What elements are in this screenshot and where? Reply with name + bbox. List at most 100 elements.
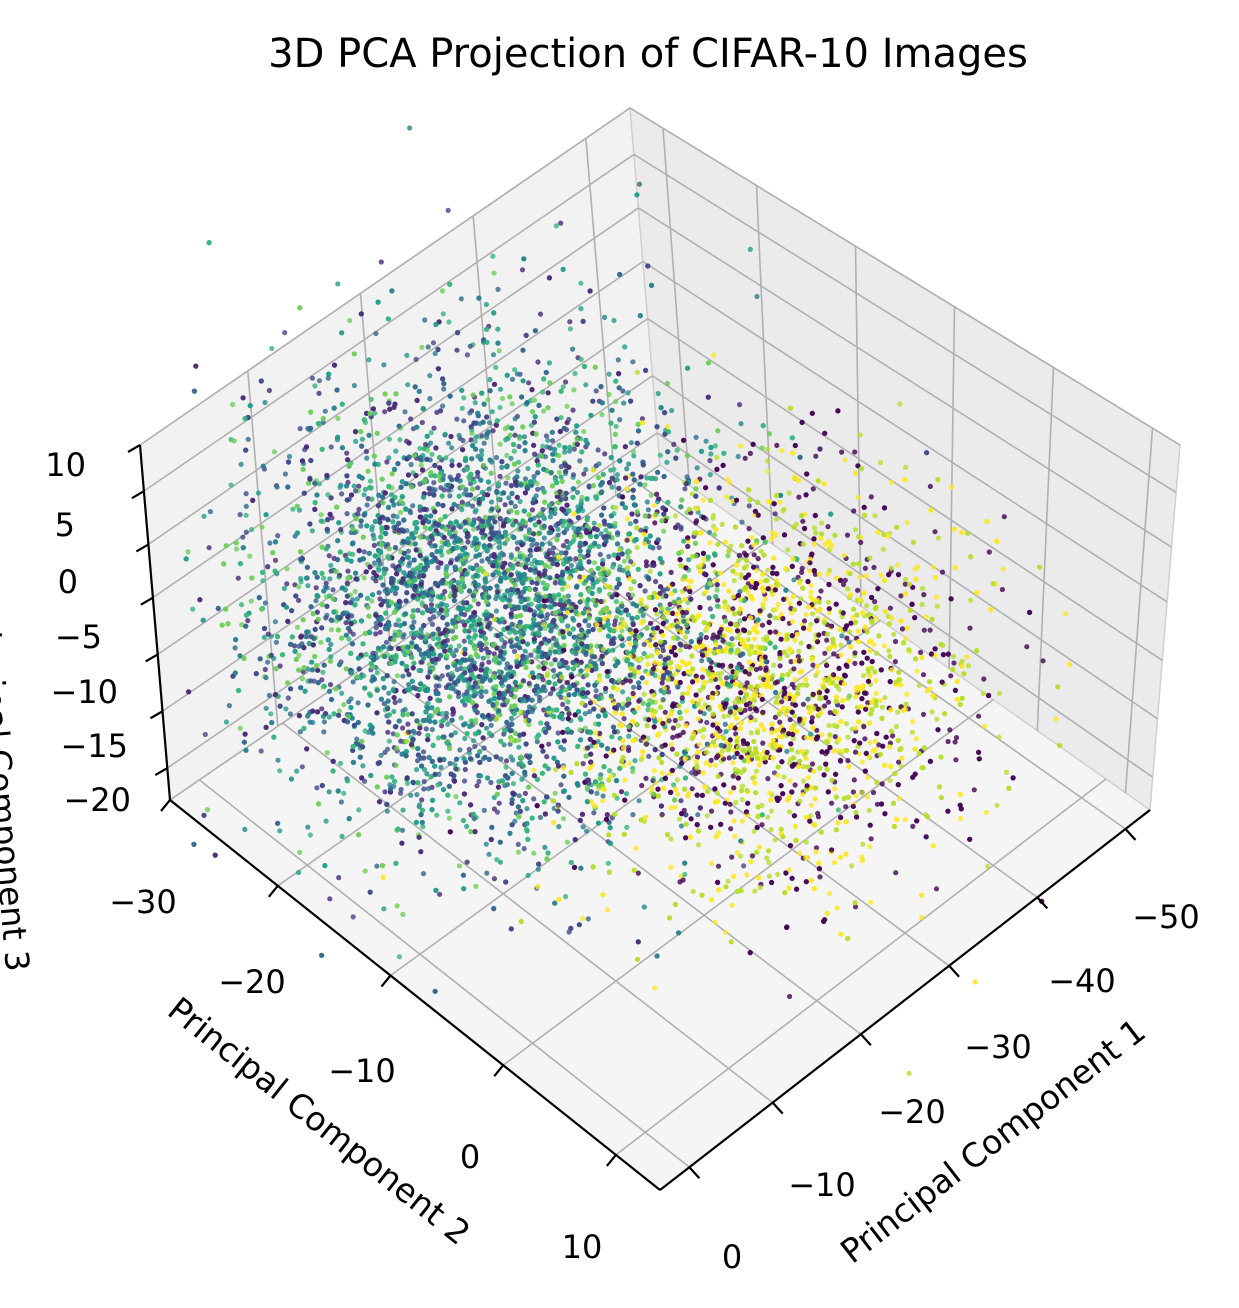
scatter-point	[923, 614, 929, 620]
scatter-point	[704, 719, 710, 726]
scatter-point	[378, 752, 384, 758]
scatter-point	[610, 647, 616, 653]
scatter-point	[621, 620, 627, 626]
scatter-point	[593, 730, 599, 736]
scatter-point	[367, 478, 374, 484]
scatter-point	[449, 445, 455, 451]
scatter-point	[243, 503, 249, 509]
scatter-point	[528, 601, 534, 607]
scatter-point	[344, 580, 350, 586]
scatter-point	[516, 443, 522, 450]
scatter-point	[785, 547, 791, 553]
scatter-point	[666, 689, 672, 695]
scatter-point	[886, 648, 892, 654]
scatter-point	[857, 432, 863, 438]
scatter-point	[678, 798, 684, 804]
scatter-point	[319, 706, 325, 712]
scatter-point	[668, 742, 675, 748]
scatter-point	[534, 541, 540, 547]
scatter-point	[791, 666, 797, 672]
scatter-point	[808, 813, 814, 819]
scatter-point	[627, 678, 633, 684]
scatter-point	[373, 578, 379, 584]
scatter-point	[759, 622, 766, 628]
scatter-point	[693, 434, 699, 440]
scatter-point	[488, 722, 494, 728]
scatter-point	[723, 728, 729, 735]
scatter-point	[803, 611, 809, 618]
scatter-point	[525, 872, 531, 879]
scatter-point	[642, 482, 648, 488]
grid-line	[390, 619, 881, 977]
scatter-point	[458, 296, 464, 302]
scatter-point	[711, 352, 717, 358]
scatter-point	[577, 458, 583, 464]
scatter-point	[581, 471, 587, 477]
scatter-point	[636, 181, 643, 187]
scatter-point	[425, 700, 431, 706]
scatter-point	[326, 789, 332, 795]
scatter-point	[634, 369, 641, 375]
scatter-point	[556, 442, 562, 448]
scatter-point	[935, 535, 942, 541]
scatter-point	[243, 491, 249, 497]
scatter-point	[665, 424, 671, 430]
scatter-point	[338, 799, 344, 805]
scatter-point	[708, 808, 715, 814]
scatter-point	[671, 782, 677, 788]
scatter-point	[850, 615, 856, 621]
scatter-point	[920, 585, 926, 592]
scatter-point	[865, 774, 871, 781]
scatter-point	[614, 472, 621, 478]
scatter-point	[892, 659, 899, 665]
scatter-point	[872, 513, 878, 519]
scatter-point	[634, 544, 640, 551]
scatter-point	[531, 796, 537, 802]
scatter-point	[715, 863, 722, 869]
scatter-point	[485, 397, 491, 403]
scatter-point	[512, 818, 518, 824]
scatter-point	[738, 572, 744, 578]
scatter-point	[400, 673, 406, 679]
scatter-point	[839, 633, 845, 639]
scatter-point	[950, 653, 957, 660]
scatter-point	[708, 757, 714, 764]
scatter-point	[425, 344, 431, 350]
scatter-point	[842, 577, 848, 583]
scatter-point	[774, 442, 780, 448]
scatter-point	[228, 482, 234, 488]
scatter-point	[571, 525, 577, 531]
scatter-point	[764, 855, 770, 861]
scatter-point	[322, 408, 328, 414]
scatter-point	[669, 407, 675, 414]
scatter-point	[651, 768, 658, 774]
scatter-point	[567, 319, 573, 325]
scatter-point	[927, 483, 934, 489]
scatter-point	[481, 440, 487, 446]
scatter-point	[626, 747, 632, 754]
scatter-point	[360, 763, 366, 769]
scatter-point	[325, 492, 331, 498]
scatter-point	[263, 705, 269, 711]
scatter-point	[706, 595, 712, 601]
scatter-point	[643, 775, 649, 782]
scatter-point	[707, 472, 713, 478]
grid-line	[502, 698, 994, 1066]
scatter-point	[564, 403, 570, 409]
scatter-point	[813, 845, 820, 851]
scatter-point	[491, 806, 497, 812]
scatter-point	[683, 708, 690, 714]
scatter-point	[815, 814, 822, 820]
scatter-point	[316, 378, 322, 384]
scatter-point	[330, 587, 336, 593]
scatter-point	[499, 395, 506, 402]
scatter-point	[674, 447, 680, 453]
scatter-point	[502, 502, 508, 508]
scatter-point	[559, 586, 566, 592]
scatter-point	[309, 375, 315, 381]
scatter-point	[421, 778, 427, 785]
scatter-point	[381, 906, 387, 912]
scatter-point	[765, 458, 771, 464]
scatter-point	[584, 828, 590, 834]
scatter-point	[442, 588, 448, 595]
